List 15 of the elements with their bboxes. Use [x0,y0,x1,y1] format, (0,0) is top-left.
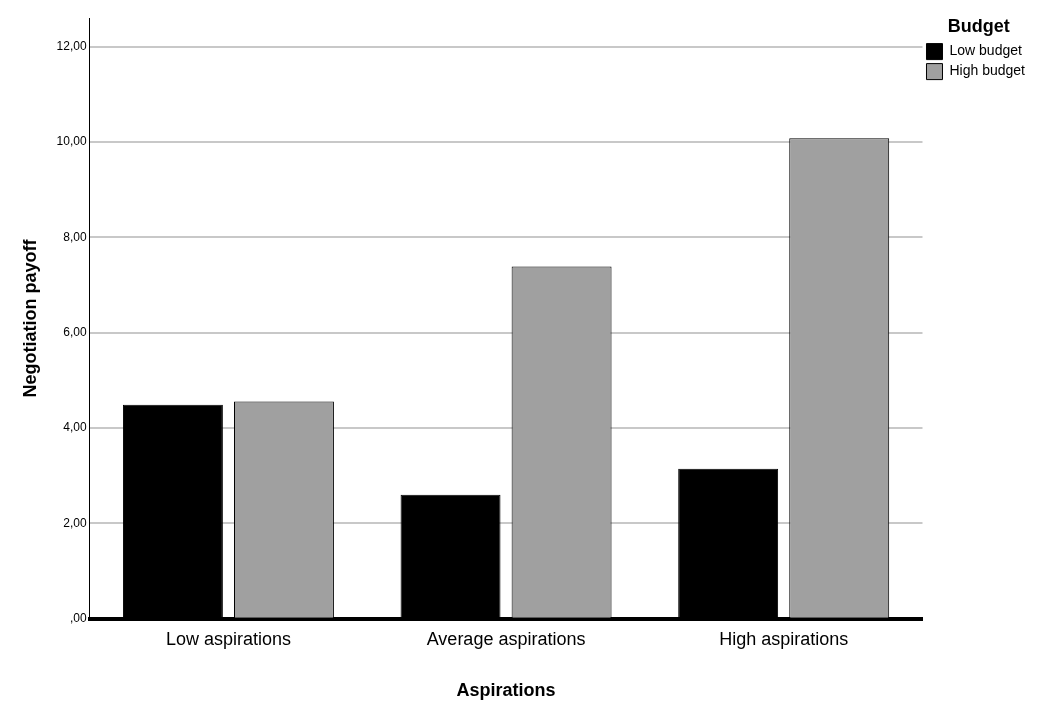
y-tick-label: 8,00 [63,229,87,244]
legend-label: High budget [949,62,1026,79]
y-tick-label: 10,00 [56,134,87,149]
y-tick-label: ,00 [69,611,87,626]
y-tick-label: 6,00 [63,325,87,340]
x-tick-label: High aspirations [719,628,849,649]
x-tick-label: Low aspirations [165,628,291,649]
y-tick-label: 12,00 [56,39,87,54]
legend-title: Budget [947,15,1010,36]
y-tick-label: 4,00 [63,420,87,435]
y-axis-title: Negotiation payoff [19,238,40,398]
x-tick-label: Average aspirations [426,628,586,649]
y-tick-label: 2,00 [63,515,87,530]
x-axis-title: Aspirations [456,680,556,701]
legend-label: Low budget [949,42,1022,59]
